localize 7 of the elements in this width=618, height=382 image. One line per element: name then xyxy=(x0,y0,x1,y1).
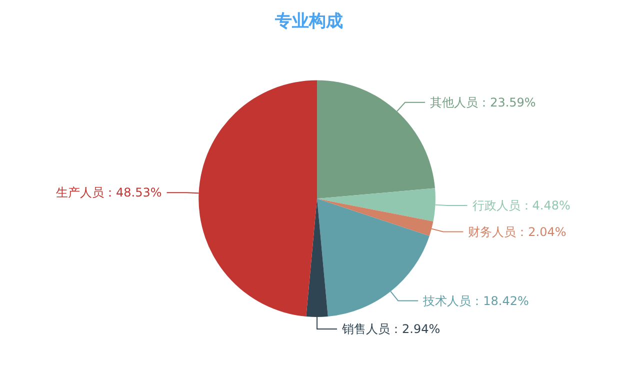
chart-title: 专业构成 xyxy=(274,12,343,32)
slice-label: 技术人员：18.42% xyxy=(422,294,529,308)
slice-label: 生产人员：48.53% xyxy=(56,186,162,200)
slice-label: 财务人员：2.04% xyxy=(468,224,566,239)
slice-label: 行政人员：4.48% xyxy=(472,198,570,212)
slice-label: 其他人员：23.59% xyxy=(430,95,536,110)
slice-label: 销售人员：2.94% xyxy=(341,322,440,336)
